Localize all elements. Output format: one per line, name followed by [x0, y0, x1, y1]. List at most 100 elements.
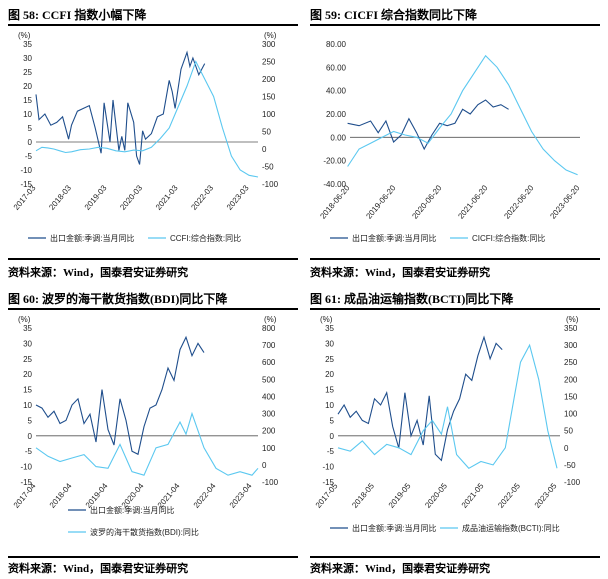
y-tick-label: 80.00: [326, 40, 347, 49]
y2-tick-label: 300: [262, 40, 276, 49]
y2-tick-label: -100: [262, 180, 279, 189]
legend-label: CCFI:综合指数:同比: [170, 233, 241, 243]
y-tick-label: 30: [23, 339, 32, 348]
right-axis-unit: (%): [264, 315, 277, 324]
y-tick-label: -5: [25, 152, 33, 161]
y2-tick-label: 300: [262, 410, 276, 419]
chart-title: 图 60: 波罗的海干散货指数(BDI)同比下降: [8, 292, 228, 306]
x-tick-label: 2023-06-20: [548, 183, 582, 221]
legend-label: 波罗的海干散货指数(BDI):同比: [90, 527, 199, 537]
legend-label: 出口金额:季调:当月同比: [352, 523, 436, 533]
y2-tick-label: 600: [262, 358, 276, 367]
left-axis-unit: (%): [18, 315, 31, 324]
x-tick-label: 2021-05: [460, 481, 486, 510]
source-rule: [310, 258, 600, 260]
series-line-1: [35, 60, 259, 178]
chart-panel-ccfi: 图 58: CCFI 指数小幅下降 (%) (%) -15 -10 -5 0 5 10 15 20…: [8, 6, 298, 279]
x-tick-label: 2018-05: [350, 481, 376, 510]
chart-panel-cicfi: 图 59: CICFI 综合指数同比下降 -40.00 -20.00 0.00 20.…: [310, 6, 600, 279]
y-tick-label: 35: [23, 324, 32, 333]
y2-tick-label: 0: [262, 145, 267, 154]
x-tick-label: 2022-04: [192, 481, 218, 510]
y-tick-label: -10: [322, 463, 334, 472]
legend-label: 出口金额:季调:当月同比: [352, 233, 436, 243]
y-tick-label: 35: [325, 324, 334, 333]
series-line-0: [35, 335, 205, 456]
y-tick-label: 5: [330, 416, 335, 425]
chart-panel-bdi: 图 60: 波罗的海干散货指数(BDI)同比下降 (%) (%) -15 -10 -5 0…: [8, 290, 298, 575]
y2-tick-label: 200: [564, 375, 578, 384]
series-line-1: [347, 54, 578, 176]
x-tick-label: 2023-04: [228, 481, 254, 510]
x-tick-label: 2023-05: [533, 481, 559, 510]
line-chart: -40.00-20.000.0020.0040.0060.0080.002018…: [318, 40, 582, 243]
series-line-0: [347, 99, 509, 151]
y-tick-label: 0.00: [330, 133, 346, 142]
y-tick-label: 0: [28, 138, 33, 147]
title-rule: [8, 308, 298, 310]
chart-panel-bcti: 图 61: 成品油运输指数(BCTI)同比下降 (%) (%) -15 -10 -5 0 5…: [310, 290, 600, 575]
y-tick-label: 0: [28, 432, 33, 441]
y2-tick-label: 350: [564, 324, 578, 333]
x-tick-label: 2020-06-20: [410, 183, 444, 221]
chart-title: 图 58: CCFI 指数小幅下降: [8, 8, 147, 22]
source-note: 资料来源：Wind，国泰君安证券研究: [8, 563, 189, 575]
line-chart: (%) (%)-15-10-505101520253035-100-5005010…: [12, 31, 279, 243]
y2-tick-label: 250: [564, 358, 578, 367]
y2-tick-label: 0: [262, 461, 267, 470]
y-tick-label: 30: [23, 54, 32, 63]
series-line-0: [35, 50, 206, 165]
y2-tick-label: -50: [262, 163, 274, 172]
x-tick-label: 2020-05: [423, 481, 449, 510]
y2-tick-label: -100: [564, 478, 581, 487]
y2-tick-label: 150: [262, 93, 276, 102]
y2-tick-label: 300: [564, 341, 578, 350]
y-tick-label: 25: [325, 355, 334, 364]
y2-tick-label: 100: [262, 444, 276, 453]
y-tick-label: 30: [325, 339, 334, 348]
source-note: 资料来源：Wind，国泰君安证券研究: [8, 267, 189, 279]
y-tick-label: -20.00: [323, 157, 346, 166]
y-tick-label: 10: [325, 401, 334, 410]
y-tick-label: 20.00: [326, 110, 347, 119]
y-tick-label: 0: [330, 432, 335, 441]
x-tick-label: 2020-03: [118, 183, 144, 212]
y-tick-label: -15: [322, 478, 334, 487]
y-tick-label: 20: [23, 82, 32, 91]
line-chart: (%) (%) -15 -10 -5 0 5 10 15 20 25 30 35 -100 0 100 200 3…: [12, 315, 279, 537]
source-rule: [310, 556, 600, 558]
y-tick-label: 10: [23, 401, 32, 410]
title-rule: [310, 308, 600, 310]
source-note: 资料来源：Wind，国泰君安证券研究: [310, 267, 491, 279]
y2-tick-label: 700: [262, 341, 276, 350]
x-tick-label: 2021-03: [154, 183, 180, 212]
y-tick-label: 15: [23, 96, 32, 105]
y2-tick-label: -50: [564, 461, 576, 470]
y2-tick-label: 500: [262, 375, 276, 384]
title-rule: [8, 24, 298, 26]
y-tick-label: 15: [325, 386, 334, 395]
y2-tick-label: 50: [564, 427, 573, 436]
y2-tick-label: 50: [262, 128, 271, 137]
x-tick-label: 2023-03: [225, 183, 251, 212]
y-tick-label: 5: [28, 124, 33, 133]
y2-tick-label: 200: [262, 427, 276, 436]
y-tick-label: 60.00: [326, 63, 347, 72]
x-tick-label: 2021-06-20: [456, 183, 490, 221]
right-axis-unit: (%): [566, 315, 579, 324]
y-tick-label: 25: [23, 355, 32, 364]
y-tick-label: -15: [20, 180, 32, 189]
x-tick-label: 2022-05: [496, 481, 522, 510]
series-line-1: [337, 343, 558, 469]
series-line-1: [35, 411, 259, 476]
y-tick-label: -15: [20, 478, 32, 487]
y-tick-label: 20: [23, 370, 32, 379]
y-tick-label: 5: [28, 416, 33, 425]
chart-title: 图 59: CICFI 综合指数同比下降: [310, 8, 477, 22]
y2-tick-label: 200: [262, 75, 276, 84]
y-tick-label: -10: [20, 463, 32, 472]
legend-label: 出口金额:季调:当月同比: [90, 505, 174, 515]
y-tick-label: 20: [325, 370, 334, 379]
x-tick-label: 2018-04: [48, 481, 74, 510]
x-tick-label: 2019-03: [83, 183, 109, 212]
